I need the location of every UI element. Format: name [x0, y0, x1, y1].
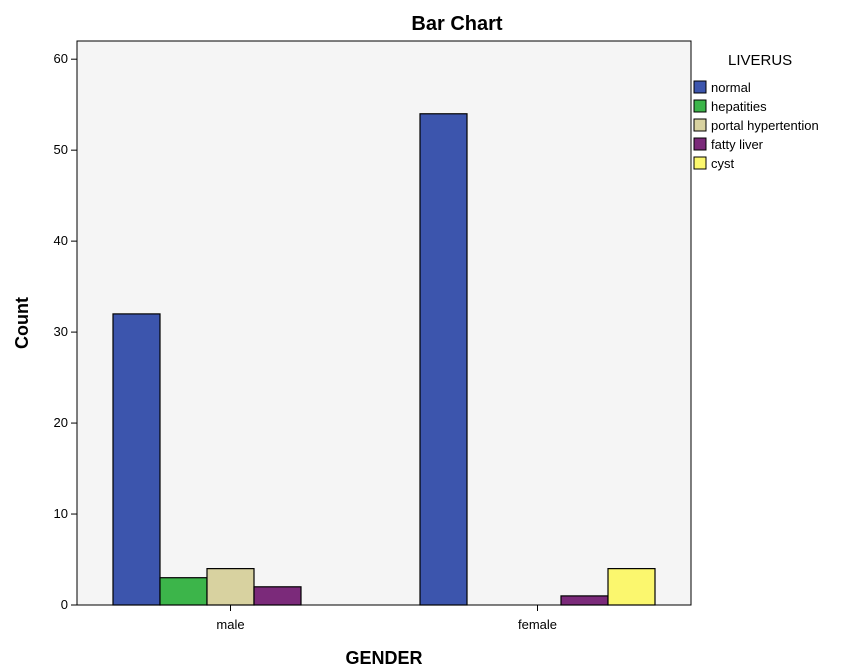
bar-female-normal [419, 113, 468, 606]
x-axis: male female [216, 605, 557, 632]
legend-swatch-normal [693, 80, 707, 94]
y-tick-label-0: 0 [61, 597, 68, 612]
legend-swatch-cyst [693, 156, 707, 170]
y-axis-label: Count [12, 297, 32, 349]
legend-swatch-portal-hypertention [693, 118, 707, 132]
bar-male-portal-hypertention [206, 568, 255, 606]
x-tick-label-female: female [518, 617, 557, 632]
y-tick-label-20: 20 [54, 415, 68, 430]
y-tick-label-50: 50 [54, 142, 68, 157]
legend-label-cyst: cyst [711, 156, 735, 171]
legend-label-hepatities: hepatities [711, 99, 767, 114]
legend-label-fatty-liver: fatty liver [711, 137, 764, 152]
legend-label-portal-hypertention: portal hypertention [711, 118, 819, 133]
legend-swatch-hepatities [693, 99, 707, 113]
x-tick-label-male: male [216, 617, 244, 632]
legend-swatch-fatty-liver [693, 137, 707, 151]
bar-male-fatty-liver [253, 586, 302, 606]
y-tick-label-30: 30 [54, 324, 68, 339]
legend: LIVERUS normal hepatities portal hypertent… [693, 52, 819, 171]
bar-male-hepatities [159, 577, 208, 606]
x-axis-label: GENDER [345, 648, 422, 668]
bars [112, 113, 656, 606]
y-tick-label-10: 10 [54, 506, 68, 521]
y-axis: 0 10 20 30 40 50 60 [54, 51, 77, 612]
chart-title: Bar Chart [411, 13, 502, 35]
legend-label-normal: normal [711, 80, 751, 95]
bar-female-fatty-liver [560, 595, 609, 606]
bar-male-normal [112, 313, 161, 606]
legend-title: LIVERUS [728, 52, 792, 69]
y-tick-label-60: 60 [54, 51, 68, 66]
legend-items: normal hepatities portal hypertention fatty… [693, 80, 819, 171]
plot-area [76, 40, 692, 606]
y-tick-label-40: 40 [54, 233, 68, 248]
bar-female-cyst [607, 568, 656, 606]
